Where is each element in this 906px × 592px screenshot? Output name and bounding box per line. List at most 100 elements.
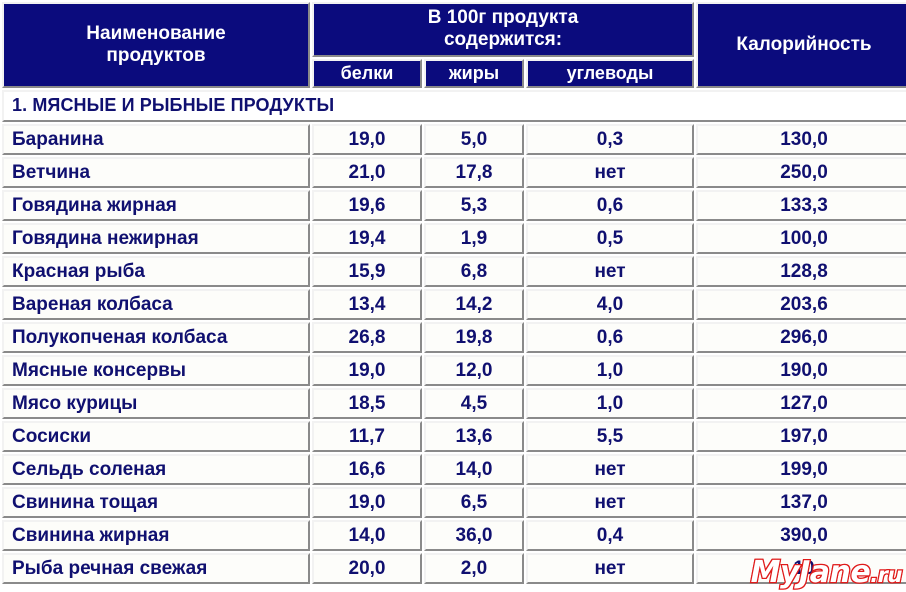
protein-cell: 19,0 bbox=[312, 487, 422, 519]
fat-cell: 12,0 bbox=[424, 355, 524, 387]
protein-cell: 26,8 bbox=[312, 322, 422, 354]
product-name-cell: Вареная колбаса bbox=[2, 289, 310, 321]
table-header: Наименование продуктов В 100г продукта с… bbox=[2, 2, 906, 89]
column-header-product-name: Наименование продуктов bbox=[2, 2, 310, 89]
protein-cell: 18,5 bbox=[312, 388, 422, 420]
product-name-cell: Красная рыба bbox=[2, 256, 310, 288]
table-row: Говядина нежирная 19,4 1,9 0,5 100,0 bbox=[2, 223, 906, 255]
section-title: 1. МЯСНЫЕ И РЫБНЫЕ ПРОДУКТЫ bbox=[2, 90, 906, 123]
fat-cell: 36,0 bbox=[424, 520, 524, 552]
table-row: Свинина жирная 14,0 36,0 0,4 390,0 bbox=[2, 520, 906, 552]
protein-cell: 13,4 bbox=[312, 289, 422, 321]
fat-cell: 2,0 bbox=[424, 553, 524, 585]
calories-cell: 250,0 bbox=[696, 157, 906, 189]
table-row: Полукопченая колбаса 26,8 19,8 0,6 296,0 bbox=[2, 322, 906, 354]
column-header-protein: белки bbox=[312, 58, 422, 89]
section-header-row: 1. МЯСНЫЕ И РЫБНЫЕ ПРОДУКТЫ bbox=[2, 90, 906, 123]
fat-cell: 19,8 bbox=[424, 322, 524, 354]
fat-cell: 14,2 bbox=[424, 289, 524, 321]
product-name-cell: Ветчина bbox=[2, 157, 310, 189]
protein-cell: 15,9 bbox=[312, 256, 422, 288]
fat-cell: 13,6 bbox=[424, 421, 524, 453]
carbs-cell: нет bbox=[526, 487, 694, 519]
calories-cell: 296,0 bbox=[696, 322, 906, 354]
carbs-cell: 4,0 bbox=[526, 289, 694, 321]
header-row-top: Наименование продуктов В 100г продукта с… bbox=[2, 2, 906, 89]
column-header-per-100g-group: В 100г продукта содержится: bbox=[312, 2, 694, 57]
protein-cell: 11,7 bbox=[312, 421, 422, 453]
calories-cell: 100,0 bbox=[696, 223, 906, 255]
table-body: 1. МЯСНЫЕ И РЫБНЫЕ ПРОДУКТЫ Баранина 19,0 5… bbox=[2, 90, 906, 585]
carbs-cell: 0,5 bbox=[526, 223, 694, 255]
product-name-cell: Сельдь соленая bbox=[2, 454, 310, 486]
protein-cell: 14,0 bbox=[312, 520, 422, 552]
calories-cell: 127,0 bbox=[696, 388, 906, 420]
calories-cell: 197,0 bbox=[696, 421, 906, 453]
carbs-cell: 0,6 bbox=[526, 190, 694, 222]
product-name-cell: Полукопченая колбаса bbox=[2, 322, 310, 354]
fat-cell: 5,0 bbox=[424, 124, 524, 156]
product-name-cell: Баранина bbox=[2, 124, 310, 156]
header-group-line1: В 100г продукта bbox=[427, 7, 579, 28]
protein-cell: 21,0 bbox=[312, 157, 422, 189]
calories-cell: 130,0 bbox=[696, 124, 906, 156]
calories-cell: 203,6 bbox=[696, 289, 906, 321]
carbs-cell: 1,0 bbox=[526, 388, 694, 420]
product-name-cell: Говядина нежирная bbox=[2, 223, 310, 255]
product-name-cell: Сосиски bbox=[2, 421, 310, 453]
table-row: Вареная колбаса 13,4 14,2 4,0 203,6 bbox=[2, 289, 906, 321]
table-row: Красная рыба 15,9 6,8 нет 128,8 bbox=[2, 256, 906, 288]
header-group-line2: содержится: bbox=[443, 29, 563, 51]
table-row: Баранина 19,0 5,0 0,3 130,0 bbox=[2, 124, 906, 156]
header-name-line2: продуктов bbox=[106, 45, 206, 67]
calories-cell: 390,0 bbox=[696, 520, 906, 552]
table-row: Свинина тощая 19,0 6,5 нет 137,0 bbox=[2, 487, 906, 519]
header-name-line1: Наименование bbox=[86, 22, 226, 44]
table-row: Мясные консервы 19,0 12,0 1,0 190,0 bbox=[2, 355, 906, 387]
column-header-fat: жиры bbox=[424, 58, 524, 89]
table-row: Сельдь соленая 16,6 14,0 нет 199,0 bbox=[2, 454, 906, 486]
column-header-carbs: углеводы bbox=[526, 58, 694, 89]
carbs-cell: 1,0 bbox=[526, 355, 694, 387]
carbs-cell: нет bbox=[526, 157, 694, 189]
calories-cell: 190,0 bbox=[696, 355, 906, 387]
fat-cell: 1,9 bbox=[424, 223, 524, 255]
table-row: Ветчина 21,0 17,8 нет 250,0 bbox=[2, 157, 906, 189]
carbs-cell: 5,5 bbox=[526, 421, 694, 453]
header-row-sub: белки жиры углеводы bbox=[2, 58, 906, 89]
protein-cell: 16,6 bbox=[312, 454, 422, 486]
product-name-cell: Свинина тощая bbox=[2, 487, 310, 519]
fat-cell: 6,5 bbox=[424, 487, 524, 519]
table-row: Мясо курицы 18,5 4,5 1,0 127,0 bbox=[2, 388, 906, 420]
product-name-cell: Мясные консервы bbox=[2, 355, 310, 387]
calories-cell: 133,3 bbox=[696, 190, 906, 222]
product-name-cell: Свинина жирная bbox=[2, 520, 310, 552]
fat-cell: 5,3 bbox=[424, 190, 524, 222]
calories-cell: 137,0 bbox=[696, 487, 906, 519]
carbs-cell: 0,4 bbox=[526, 520, 694, 552]
fat-cell: 14,0 bbox=[424, 454, 524, 486]
carbs-cell: 0,3 bbox=[526, 124, 694, 156]
column-header-calories: Калорийность bbox=[696, 2, 906, 89]
product-name-cell: Рыба речная свежая bbox=[2, 553, 310, 585]
protein-cell: 19,0 bbox=[312, 124, 422, 156]
calories-cell: 128,8 bbox=[696, 256, 906, 288]
table-row: Говядина жирная 19,6 5,3 0,6 133,3 bbox=[2, 190, 906, 222]
protein-cell: 20,0 bbox=[312, 553, 422, 585]
fat-cell: 6,8 bbox=[424, 256, 524, 288]
carbs-cell: нет bbox=[526, 553, 694, 585]
calories-cell: 10 bbox=[696, 553, 906, 585]
table-row: Рыба речная свежая 20,0 2,0 нет 10 bbox=[2, 553, 906, 585]
fat-cell: 4,5 bbox=[424, 388, 524, 420]
protein-cell: 19,0 bbox=[312, 355, 422, 387]
carbs-cell: 0,6 bbox=[526, 322, 694, 354]
carbs-cell: нет bbox=[526, 454, 694, 486]
calories-cell: 199,0 bbox=[696, 454, 906, 486]
protein-cell: 19,4 bbox=[312, 223, 422, 255]
product-name-cell: Мясо курицы bbox=[2, 388, 310, 420]
protein-cell: 19,6 bbox=[312, 190, 422, 222]
carbs-cell: нет bbox=[526, 256, 694, 288]
product-name-cell: Говядина жирная bbox=[2, 190, 310, 222]
